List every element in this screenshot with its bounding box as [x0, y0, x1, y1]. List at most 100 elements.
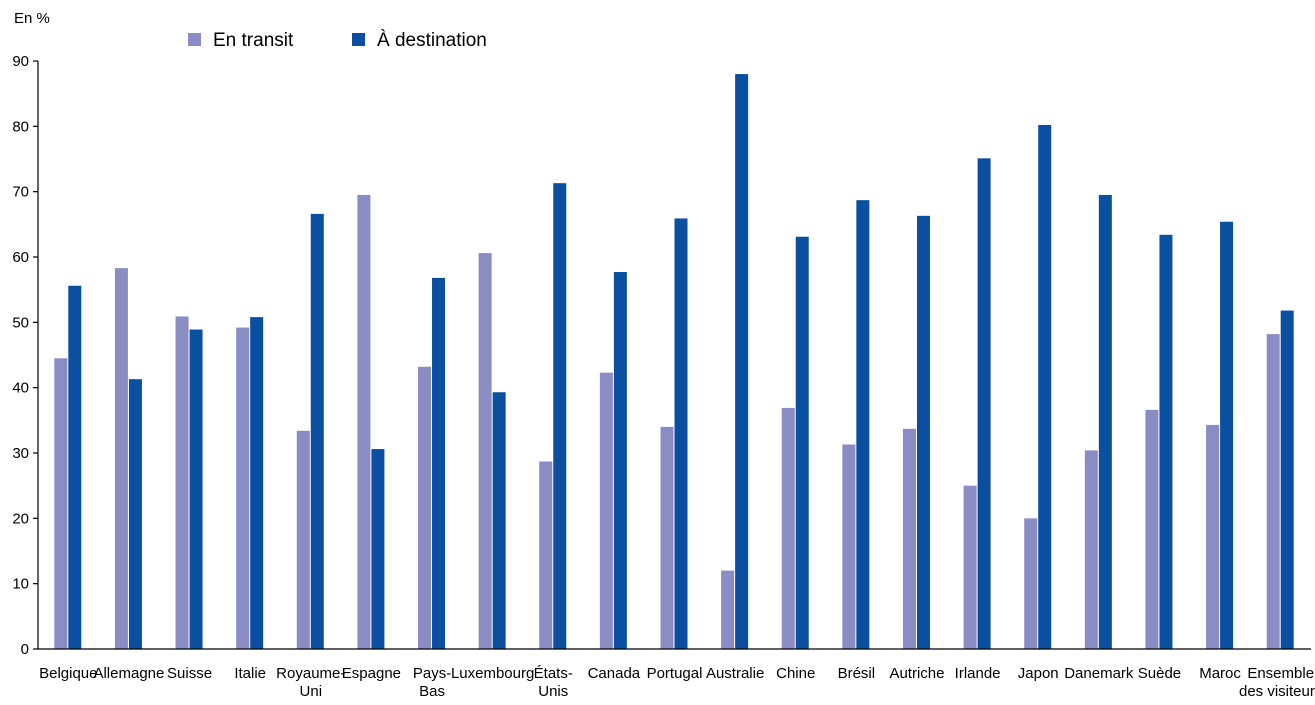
y-tick-label-80: 80 — [12, 118, 29, 135]
y-tick-label-0: 0 — [21, 641, 29, 658]
category-label-line: Belgique — [39, 665, 97, 682]
bar-a-destination-12 — [795, 236, 809, 649]
category-label-line: Canada — [588, 665, 641, 682]
category-label-17: Danemark — [1064, 665, 1134, 682]
category-label-13: Brésil — [838, 665, 876, 682]
bar-en-transit-7 — [478, 253, 492, 649]
category-label-16: Japon — [1018, 665, 1059, 682]
bar-a-destination-17 — [1098, 194, 1112, 649]
category-label-7: Luxembourg — [451, 665, 534, 682]
bar-en-transit-3 — [236, 327, 250, 649]
y-unit-label: En % — [14, 10, 50, 27]
category-label-15: Irlande — [955, 665, 1001, 682]
category-label-line: Autriche — [889, 665, 944, 682]
category-label-line: Chine — [776, 665, 815, 682]
category-label-line: des visiteurs — [1239, 683, 1315, 700]
category-label-line: Allemagne — [93, 665, 164, 682]
category-label-19: Maroc — [1199, 665, 1241, 682]
category-label-line: Ensemble — [1247, 665, 1314, 682]
bars — [54, 74, 1294, 650]
y-tick-label-10: 10 — [12, 576, 29, 593]
bar-a-destination-16 — [1038, 125, 1052, 649]
category-label-line: Espagne — [342, 665, 401, 682]
bar-en-transit-4 — [296, 430, 310, 649]
axes: 0 10 20 30 40 50 60 70 80 90 — [12, 53, 1311, 658]
y-tick-label-30: 30 — [12, 445, 29, 462]
legend-swatch-0 — [188, 33, 201, 46]
y-tick-label-90: 90 — [12, 53, 29, 70]
category-label-line: Luxembourg — [451, 665, 534, 682]
bar-en-transit-18 — [1145, 409, 1159, 649]
category-label-line: Uni — [300, 683, 323, 700]
y-tick-label-20: 20 — [12, 510, 29, 527]
bar-a-destination-0 — [68, 285, 82, 649]
category-label-line: Brésil — [838, 665, 876, 682]
category-label-line: Suisse — [167, 665, 212, 682]
category-label-11: Australie — [706, 665, 764, 682]
bar-en-transit-11 — [721, 570, 735, 649]
y-tick-label-70: 70 — [12, 184, 29, 201]
category-label-line: Australie — [706, 665, 764, 682]
category-label-line: Irlande — [955, 665, 1001, 682]
bar-a-destination-7 — [492, 392, 506, 649]
bar-en-transit-10 — [660, 426, 674, 649]
category-label-4: Royaume-Uni — [276, 665, 345, 700]
bar-en-transit-13 — [842, 444, 856, 649]
bar-en-transit-20 — [1266, 334, 1280, 649]
bar-a-destination-5 — [371, 449, 385, 649]
category-label-14: Autriche — [889, 665, 944, 682]
legend-label-1: À destination — [377, 30, 487, 51]
bar-a-destination-1 — [128, 379, 142, 649]
bar-en-transit-15 — [963, 485, 977, 649]
category-label-line: Maroc — [1199, 665, 1241, 682]
category-label-line: Japon — [1018, 665, 1059, 682]
category-label-line: Suède — [1138, 665, 1181, 682]
bar-a-destination-10 — [674, 218, 688, 649]
legend: En transit À destination — [188, 30, 487, 51]
bar-a-destination-13 — [856, 200, 870, 649]
bar-en-transit-19 — [1206, 424, 1220, 649]
category-label-9: Canada — [588, 665, 641, 682]
category-label-line: Italie — [234, 665, 266, 682]
bar-a-destination-18 — [1159, 234, 1173, 649]
category-label-line: États- — [534, 665, 573, 682]
bar-en-transit-6 — [418, 366, 432, 649]
bar-en-transit-2 — [175, 316, 189, 649]
bar-en-transit-16 — [1024, 518, 1038, 649]
bar-en-transit-0 — [54, 358, 68, 649]
category-label-2: Suisse — [167, 665, 212, 682]
bar-en-transit-14 — [902, 428, 916, 649]
category-label-line: Danemark — [1064, 665, 1134, 682]
category-label-1: Allemagne — [93, 665, 164, 682]
category-label-5: Espagne — [342, 665, 401, 682]
category-label-line: Pays- — [413, 665, 451, 682]
bar-en-transit-1 — [114, 268, 128, 649]
bar-en-transit-5 — [357, 194, 371, 649]
category-label-line: Unis — [538, 683, 568, 700]
bar-a-destination-3 — [250, 317, 264, 649]
bar-a-destination-4 — [310, 213, 324, 649]
bar-a-destination-9 — [613, 272, 627, 649]
category-label-20: Ensemble des visiteurs — [1239, 665, 1315, 700]
category-label-12: Chine — [776, 665, 815, 682]
bar-en-transit-8 — [539, 461, 553, 649]
bar-a-destination-6 — [432, 277, 446, 649]
category-label-3: Italie — [234, 665, 266, 682]
legend-swatch-1 — [352, 33, 365, 46]
bar-a-destination-20 — [1280, 310, 1294, 649]
bar-a-destination-19 — [1220, 221, 1234, 649]
bar-en-transit-9 — [599, 372, 613, 649]
bar-a-destination-15 — [977, 158, 991, 649]
bar-a-destination-11 — [735, 74, 749, 650]
category-label-10: Portugal — [647, 665, 703, 682]
bar-a-destination-2 — [189, 329, 203, 649]
category-label-line: Portugal — [647, 665, 703, 682]
bar-en-transit-17 — [1084, 450, 1098, 649]
category-label-0: Belgique — [39, 665, 97, 682]
bar-a-destination-14 — [916, 215, 930, 649]
y-tick-label-40: 40 — [12, 380, 29, 397]
y-tick-label-60: 60 — [12, 249, 29, 266]
category-label-6: Pays-Bas — [413, 665, 451, 700]
